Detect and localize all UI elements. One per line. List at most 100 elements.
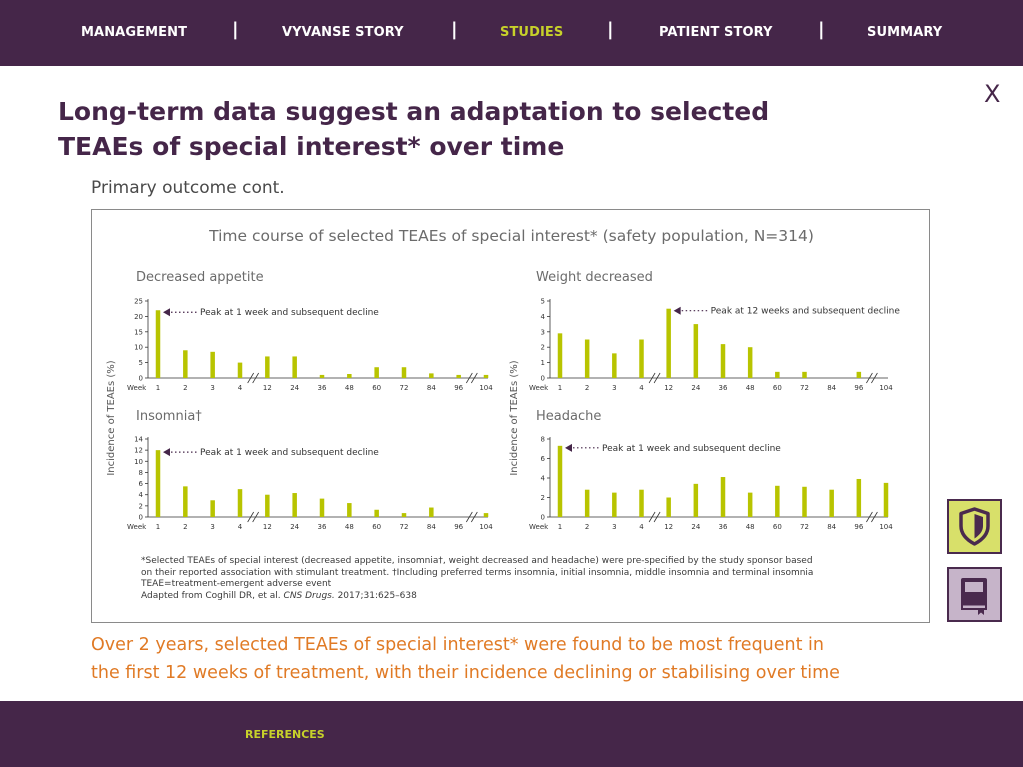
y-tick-label: 2 — [139, 502, 143, 510]
annotation-arrow — [673, 306, 681, 315]
x-tick-label: 3 — [210, 384, 214, 392]
bar — [557, 445, 563, 517]
x-tick-label: 48 — [345, 523, 354, 531]
y-tick-label: 4 — [541, 475, 546, 483]
bar — [584, 339, 590, 378]
chart-title: Insomnia† — [136, 409, 202, 424]
y-tick-label: 4 — [541, 313, 546, 321]
y-tick-label: 0 — [139, 514, 143, 522]
axis-break-mark — [465, 372, 473, 384]
chart-title: Decreased appetite — [136, 270, 264, 285]
x-tick-label: 2 — [183, 523, 187, 531]
axis-break-mark — [465, 511, 473, 523]
x-tick-label: 72 — [800, 523, 809, 531]
figure-panel: Time course of selected TEAEs of special… — [91, 209, 930, 623]
x-tick-label: 48 — [746, 523, 755, 531]
bar — [456, 374, 461, 378]
y-tick-label: 1 — [541, 359, 545, 367]
safety-button[interactable] — [947, 499, 1002, 554]
bar — [374, 509, 379, 517]
x-tick-label: 12 — [664, 384, 673, 392]
bar — [856, 478, 862, 517]
x-tick-label: 36 — [318, 523, 327, 531]
nav-summary[interactable]: SUMMARY — [867, 25, 943, 40]
bar — [237, 362, 243, 378]
bar — [747, 492, 753, 517]
page-title-line1: Long-term data suggest an adaptation to … — [58, 97, 770, 126]
bar — [319, 498, 325, 517]
x-axis-label: Week — [529, 384, 549, 392]
bar — [802, 486, 807, 517]
x-tick-label: 12 — [263, 384, 272, 392]
bar — [210, 500, 215, 517]
bar — [802, 371, 807, 378]
y-tick-label: 10 — [134, 458, 143, 466]
x-tick-label: 84 — [427, 523, 436, 531]
y-tick-label: 8 — [139, 469, 143, 477]
bar — [347, 503, 352, 517]
annotation-label: Peak at 1 week and subsequent decline — [602, 444, 781, 454]
bar — [429, 373, 434, 378]
page-subtitle: Primary outcome cont. — [91, 178, 285, 198]
x-tick-label: 1 — [558, 523, 562, 531]
top-navigation: MANAGEMENT | VYVANSE STORY | STUDIES | P… — [0, 0, 1023, 66]
bar — [612, 492, 617, 517]
bar — [292, 356, 297, 378]
nav-management[interactable]: MANAGEMENT — [81, 25, 188, 40]
axis-break-mark — [866, 511, 873, 523]
y-tick-label: 0 — [139, 375, 143, 383]
bar — [829, 489, 834, 517]
bar — [265, 356, 270, 378]
bar — [612, 353, 617, 378]
bar — [883, 482, 889, 517]
axis-break-mark — [470, 372, 478, 384]
x-tick-label: 48 — [345, 384, 354, 392]
axis-break-mark — [653, 372, 661, 384]
annotation-arrow — [565, 443, 572, 452]
x-tick-label: 12 — [263, 523, 272, 531]
x-tick-label: 36 — [719, 384, 728, 392]
axis-break-mark — [866, 372, 873, 384]
nav-studies[interactable]: STUDIES — [500, 25, 564, 40]
footnote-line3: TEAE=treatment-emergent adverse event — [141, 579, 332, 589]
x-tick-label: 60 — [372, 384, 381, 392]
y-axis-label: Incidence of TEAEs (%) — [509, 360, 520, 475]
charts-svg: Incidence of TEAEs (%) Incidence of TEAEs… — [106, 270, 901, 531]
x-tick-label: 60 — [773, 384, 782, 392]
annotation-label: Peak at 12 weeks and subsequent decline — [711, 307, 901, 317]
x-tick-label: 2 — [585, 384, 589, 392]
shield-icon — [959, 507, 990, 546]
annotation-arrow — [163, 448, 170, 457]
nav-separator: | — [607, 19, 614, 40]
axis-break-mark — [252, 372, 260, 384]
x-tick-label: 84 — [827, 523, 836, 531]
nav-separator: | — [818, 19, 825, 40]
x-tick-label: 24 — [691, 523, 700, 531]
close-button[interactable]: X — [984, 80, 1001, 108]
footnote-line2: on their reported association with stimu… — [141, 567, 814, 578]
y-tick-label: 5 — [139, 359, 143, 367]
x-tick-label: 48 — [746, 384, 755, 392]
bar — [155, 310, 161, 378]
axis-break-mark — [247, 372, 255, 384]
axis-break-mark — [648, 372, 656, 384]
nav-vyvanse-story[interactable]: VYVANSE STORY — [282, 25, 404, 40]
nav-patient-story[interactable]: PATIENT STORY — [659, 25, 773, 40]
references-book-button[interactable] — [947, 567, 1002, 622]
conclusion-line1: Over 2 years, selected TEAEs of special … — [91, 635, 825, 655]
nav-separator: | — [451, 19, 458, 40]
x-tick-label: 84 — [827, 384, 836, 392]
x-tick-label: 2 — [183, 384, 187, 392]
x-tick-label: 2 — [585, 523, 589, 531]
x-tick-label: 3 — [612, 384, 616, 392]
page-title-line2: TEAEs of special interest* over time — [58, 132, 565, 161]
x-tick-label: 4 — [639, 523, 644, 531]
x-tick-label: 84 — [427, 384, 436, 392]
bar — [666, 497, 671, 517]
y-tick-label: 3 — [541, 328, 545, 336]
references-link[interactable]: REFERENCES — [245, 728, 325, 741]
y-tick-label: 5 — [541, 298, 545, 306]
x-axis-label: Week — [127, 384, 147, 392]
x-tick-label: 96 — [454, 384, 463, 392]
bar — [720, 477, 726, 517]
